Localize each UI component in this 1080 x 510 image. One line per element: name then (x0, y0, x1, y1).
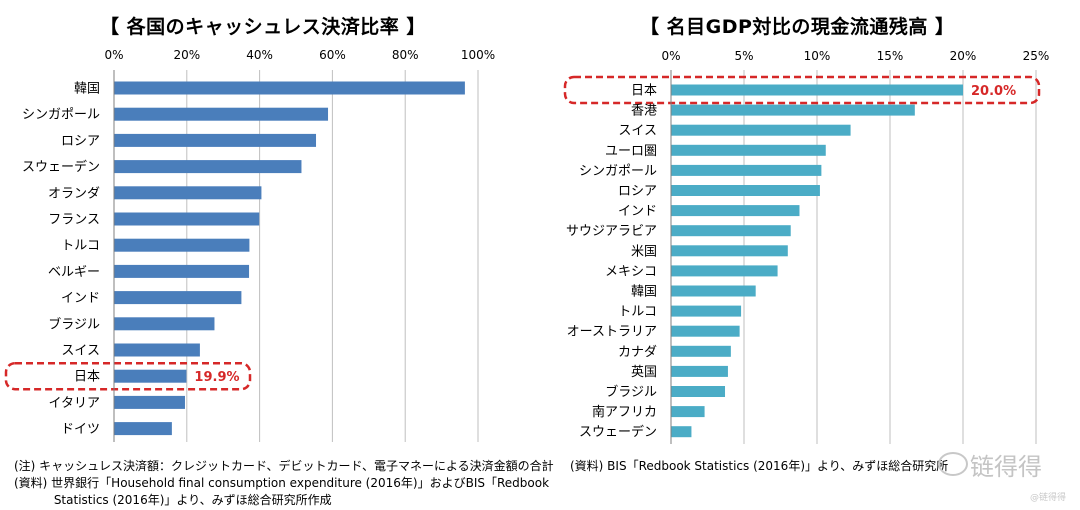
bar (114, 81, 465, 95)
category-label: 香港 (631, 104, 657, 119)
bar (114, 395, 185, 409)
bar (114, 317, 215, 331)
x-tick-label: 100% (461, 48, 495, 62)
category-label: 米国 (631, 244, 657, 259)
category-label: ドイツ (61, 422, 100, 437)
category-label: フランス (48, 213, 100, 228)
category-label: 南アフリカ (592, 404, 657, 420)
category-label: 日本 (631, 84, 657, 99)
category-label: スウェーデン (579, 424, 657, 440)
category-label: トルコ (61, 239, 100, 254)
bar (671, 426, 692, 438)
x-tick-label: 60% (319, 48, 346, 62)
category-label: カナダ (618, 345, 657, 360)
right-note-line: (資料) BIS「Redbook Statistics (2016年)」より、み… (570, 459, 949, 473)
category-label: ユーロ圏 (605, 144, 657, 159)
left-source-note: (注) キャッシュレス決済額：クレジットカード、デビットカード、電子マネーによる… (14, 458, 554, 509)
category-label: スイス (61, 344, 100, 359)
bar (671, 365, 728, 377)
cash-to-gdp-chart: 0% 5% 10% 15% 20% 25% 日本 20.0% 香港スイスユーロ圏シンガポールロシ… (563, 49, 1050, 444)
category-label: ベルギー (48, 265, 100, 280)
bar (671, 144, 826, 156)
bar (671, 104, 915, 116)
bar (671, 285, 756, 297)
highlight-box (4, 361, 252, 391)
bar (114, 133, 317, 147)
watermark-text: 链得得 (970, 453, 1042, 481)
category-label: 英国 (631, 365, 657, 380)
right-chart-title: 【 名目GDP対比の現金流通残高 】 (640, 16, 955, 38)
category-label: スウェーデン (22, 159, 100, 175)
x-tick-label: 0% (104, 48, 123, 62)
x-tick-label: 10% (804, 49, 831, 63)
bar (114, 291, 242, 305)
category-label: 日本 (74, 370, 100, 385)
left-note-line: Statistics (2016年)」より、みずほ総合研究所作成 (14, 493, 332, 507)
x-tick-label: 15% (877, 49, 904, 63)
left-note-line: (注) キャッシュレス決済額：クレジットカード、デビットカード、電子マネーによる… (14, 459, 554, 473)
category-label: トルコ (618, 305, 657, 320)
highlight-value-label: 19.9% (194, 370, 239, 385)
bar (671, 164, 822, 176)
bar (671, 124, 851, 136)
bar (671, 205, 800, 217)
category-label: シンガポール (22, 108, 100, 123)
bar (671, 406, 705, 418)
highlight-value-label: 20.0% (971, 84, 1016, 99)
watermark-small-text: @链得得 (1030, 493, 1067, 503)
wechat-icon (938, 452, 968, 476)
bar (671, 84, 963, 96)
category-label: インド (61, 291, 100, 306)
category-label: シンガポール (579, 164, 657, 179)
bar (114, 264, 250, 278)
bar (671, 305, 742, 317)
x-tick-label: 40% (246, 48, 273, 62)
x-tick-label: 25% (1023, 49, 1050, 63)
bar (671, 225, 791, 237)
highlight-box (563, 75, 1041, 105)
x-tick-label: 80% (392, 48, 419, 62)
category-label: イタリア (49, 396, 100, 411)
right-source-note: (資料) BIS「Redbook Statistics (2016年)」より、み… (570, 458, 948, 475)
category-label: ブラジル (48, 316, 100, 332)
bar (671, 245, 788, 257)
category-label: ブラジル (605, 384, 657, 400)
category-label: インド (618, 204, 657, 219)
category-label: スイス (618, 124, 657, 139)
left-chart-title: 【 各国のキャッシュレス決済比率 】 (100, 16, 426, 38)
bar (114, 107, 329, 121)
bar (671, 345, 731, 357)
bar (114, 160, 302, 174)
category-label: ロシア (618, 184, 657, 199)
bar (114, 186, 262, 200)
bar (671, 265, 778, 277)
x-tick-label: 0% (661, 49, 680, 63)
bar (114, 343, 200, 357)
category-label: オーストラリア (567, 325, 657, 340)
category-label: サウジアラビア (566, 224, 657, 239)
x-tick-label: 20% (173, 48, 200, 62)
cashless-ratio-chart: 0% 20% 40% 60% 80% 100% 韓国シンガポールロシアスウェーデンオランダフ… (4, 48, 495, 442)
bar (114, 238, 250, 252)
x-tick-label: 5% (734, 49, 753, 63)
category-label: 韓国 (74, 82, 100, 97)
bar (671, 325, 740, 337)
bar (671, 185, 820, 196)
category-label: 韓国 (631, 285, 657, 300)
bar (114, 369, 187, 383)
category-label: ロシア (61, 134, 100, 149)
bar (114, 422, 172, 436)
x-tick-label: 20% (950, 49, 977, 63)
category-label: メキシコ (605, 264, 657, 279)
bar (671, 386, 726, 397)
left-note-line: (資料) 世界銀行「Household final consumption ex… (14, 476, 550, 490)
category-label: オランダ (48, 186, 100, 201)
bar (114, 212, 260, 226)
